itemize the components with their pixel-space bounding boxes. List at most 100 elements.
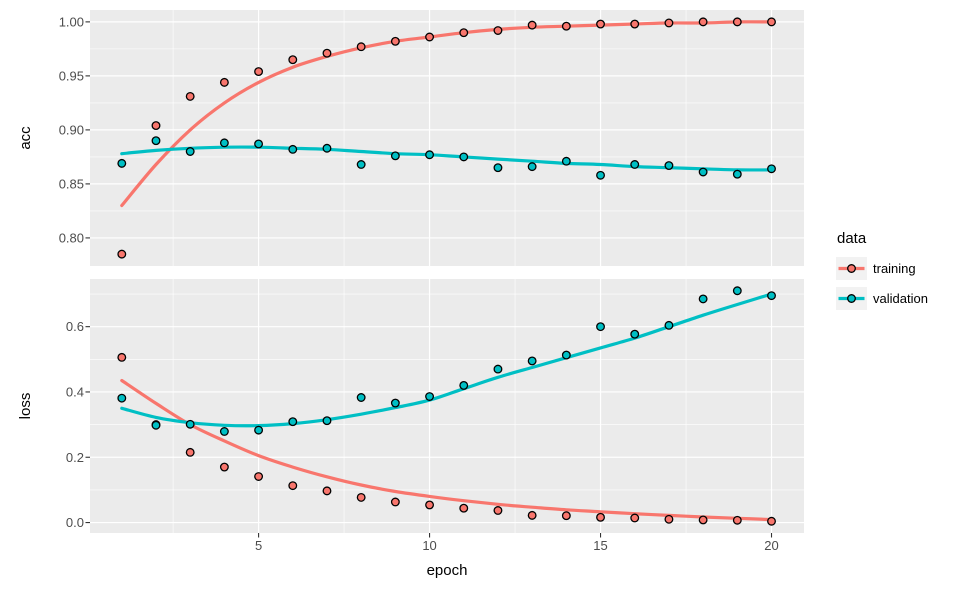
data-point-training <box>630 19 640 29</box>
y-axis-title-acc: acc <box>17 126 34 150</box>
data-point-training <box>219 462 229 472</box>
data-point-training <box>459 28 469 38</box>
data-point-validation <box>390 151 400 161</box>
legend-title: data <box>837 230 867 247</box>
data-point-training <box>698 17 708 27</box>
data-point-training <box>425 500 435 510</box>
data-point-validation <box>459 380 469 390</box>
data-point-training <box>561 511 571 521</box>
data-point-training <box>732 515 742 525</box>
data-point-training <box>356 42 366 52</box>
data-point-validation <box>425 150 435 160</box>
data-point-validation <box>459 152 469 162</box>
x-axis-title: epoch <box>427 562 468 579</box>
data-point-training <box>630 513 640 523</box>
data-point-validation <box>151 136 161 146</box>
data-point-validation <box>322 416 332 426</box>
data-point-training <box>322 48 332 58</box>
data-point-validation <box>561 156 571 166</box>
data-point-validation <box>767 291 776 301</box>
smooth-line-training-loss <box>120 378 774 522</box>
data-point-training <box>356 492 366 502</box>
data-point-validation <box>527 162 537 172</box>
data-point-training <box>254 67 264 77</box>
data-point-training <box>732 17 742 27</box>
x-axis: 5 10 15 20 epoch <box>255 533 779 579</box>
data-point-validation <box>185 147 195 156</box>
x-tick-label: 10 <box>422 538 436 553</box>
data-point-validation <box>732 286 742 296</box>
data-point-validation <box>254 139 264 149</box>
data-point-validation <box>117 393 127 403</box>
data-point-training <box>117 352 127 362</box>
data-point-validation <box>219 138 229 148</box>
data-point-validation <box>596 322 605 332</box>
data-point-validation <box>630 160 640 169</box>
data-point-validation <box>322 143 332 153</box>
data-point-training <box>596 512 605 522</box>
legend-label-training: training <box>873 261 916 276</box>
data-point-validation <box>767 164 776 174</box>
data-point-validation <box>288 417 298 427</box>
data-point-training <box>117 249 127 259</box>
data-point-training <box>527 20 537 30</box>
data-point-training <box>767 17 776 27</box>
panel-acc <box>90 10 804 266</box>
data-point-validation <box>493 364 503 374</box>
data-point-training <box>493 26 503 35</box>
y-axis-title-loss: loss <box>17 393 34 420</box>
data-point-training <box>219 77 229 87</box>
data-point-training <box>322 486 332 496</box>
data-point-training <box>390 36 400 46</box>
data-point-training <box>151 121 161 131</box>
y-tick-label: 0.4 <box>66 384 84 399</box>
data-point-validation <box>390 398 400 408</box>
data-point-validation <box>664 161 674 170</box>
panel-content-loss <box>117 286 776 526</box>
data-point-validation <box>185 419 195 429</box>
data-point-training <box>698 515 708 525</box>
data-point-training <box>459 503 469 513</box>
legend-key-point-validation <box>847 294 856 303</box>
y-tick-label: 0.85 <box>59 176 84 191</box>
data-point-training <box>527 510 537 520</box>
data-point-validation <box>288 144 298 154</box>
y-tick-label: 0.90 <box>59 122 84 137</box>
data-point-training <box>664 514 674 524</box>
data-point-training <box>561 21 571 31</box>
data-point-training <box>596 19 605 29</box>
data-point-validation <box>698 294 708 304</box>
data-point-training <box>185 447 195 457</box>
y-tick-label: 0.95 <box>59 68 84 83</box>
legend-label-validation: validation <box>873 291 928 306</box>
facet-acc: 0.80 0.85 0.90 0.95 1.00 acc <box>17 10 804 266</box>
legend: data training validation <box>836 230 928 310</box>
data-point-validation <box>356 160 366 169</box>
data-point-training <box>425 32 435 42</box>
data-point-validation <box>151 420 161 430</box>
x-tick-label: 15 <box>593 538 607 553</box>
data-point-validation <box>561 350 571 360</box>
data-point-validation <box>493 163 503 173</box>
data-point-validation <box>117 158 127 168</box>
x-tick-label: 20 <box>764 538 778 553</box>
y-tick-label: 0.6 <box>66 319 84 334</box>
data-point-validation <box>630 329 640 339</box>
data-point-validation <box>698 167 708 177</box>
legend-key-point-training <box>847 264 856 273</box>
y-tick-label: 1.00 <box>59 14 84 29</box>
data-point-training <box>390 497 400 507</box>
y-tick-label: 0.80 <box>59 230 84 245</box>
y-tick-label: 0.2 <box>66 450 84 465</box>
data-point-validation <box>219 427 229 436</box>
data-point-training <box>493 506 503 515</box>
x-tick-label: 5 <box>255 538 262 553</box>
facet-loss: 0.0 0.2 0.4 0.6 loss <box>17 279 804 533</box>
data-point-training <box>254 472 264 481</box>
data-point-validation <box>254 425 264 435</box>
data-point-training <box>185 91 195 101</box>
data-point-validation <box>425 392 435 401</box>
panel-content-acc <box>117 17 776 259</box>
